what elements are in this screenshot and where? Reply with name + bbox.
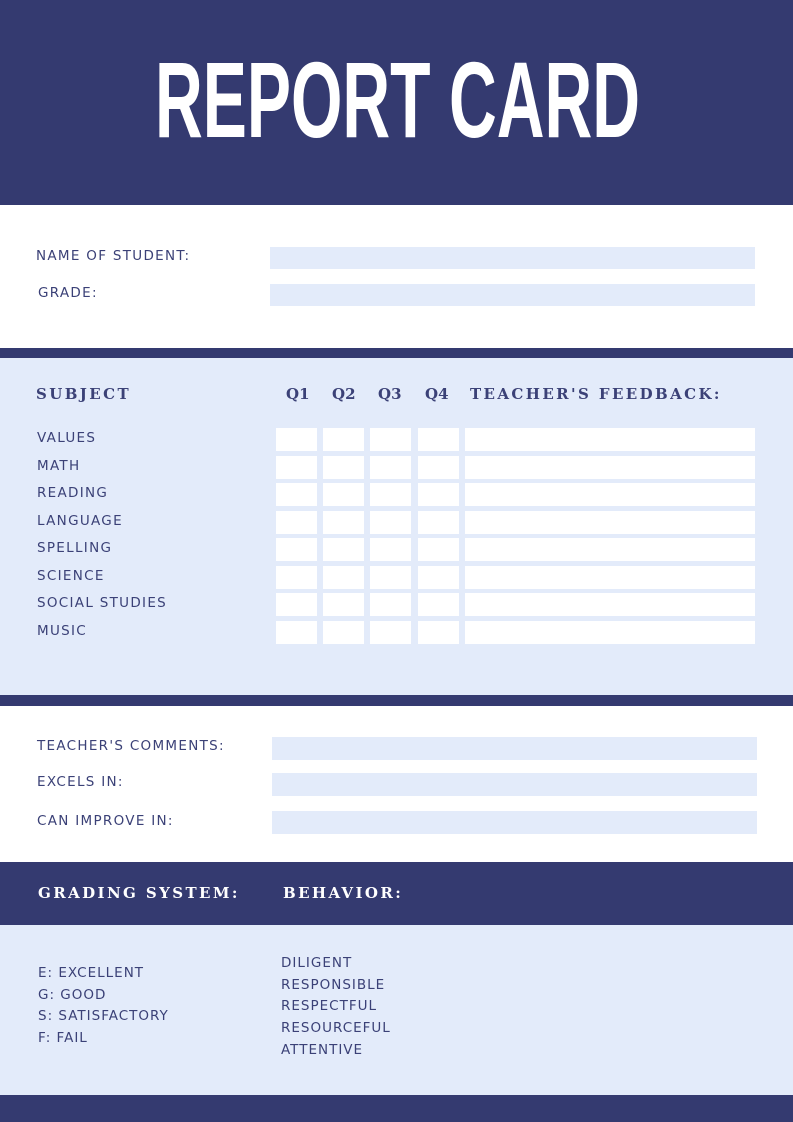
divider [0, 695, 793, 706]
q1-cell[interactable] [276, 428, 317, 451]
q3-cell[interactable] [370, 428, 411, 451]
excels-in-label: EXCELS IN: [37, 774, 124, 790]
q2-header: Q2 [332, 385, 356, 403]
grading-item: E: EXCELLENT [38, 965, 145, 981]
q1-cell[interactable] [276, 455, 317, 479]
legend-section: E: EXCELLENT G: GOOD S: SATISFACTORY F: … [0, 925, 793, 1095]
q3-cell[interactable] [370, 620, 411, 644]
grading-system-title: GRADING SYSTEM: [38, 884, 240, 902]
subject-label: SPELLING [37, 540, 113, 556]
teacher-comments-field[interactable] [272, 737, 757, 760]
q4-cell[interactable] [418, 593, 459, 616]
q4-cell[interactable] [418, 483, 459, 506]
grading-item: F: FAIL [38, 1030, 88, 1047]
feedback-cell[interactable] [465, 483, 755, 506]
q1-header: Q1 [286, 385, 310, 403]
q3-header: Q3 [378, 385, 402, 403]
q2-cell[interactable] [323, 620, 364, 644]
name-field[interactable] [270, 247, 755, 269]
q4-header: Q4 [425, 385, 449, 403]
q4-cell[interactable] [418, 538, 459, 561]
page-title: REPORT CARD [155, 39, 640, 160]
grading-item: G: GOOD [38, 986, 107, 1003]
teacher-comments-label: TEACHER'S COMMENTS: [37, 738, 225, 754]
q1-cell[interactable] [276, 510, 317, 534]
q3-cell[interactable] [370, 483, 411, 506]
grade-label: GRADE: [38, 285, 98, 301]
q1-cell[interactable] [276, 538, 317, 561]
feedback-cell[interactable] [465, 428, 755, 451]
q2-cell[interactable] [323, 428, 364, 451]
feedback-cell[interactable] [465, 510, 755, 534]
q3-cell[interactable] [370, 455, 411, 479]
excels-in-field[interactable] [272, 773, 757, 796]
q1-cell[interactable] [276, 620, 317, 644]
divider [0, 348, 793, 358]
feedback-cell[interactable] [465, 538, 755, 561]
grading-list: E: EXCELLENT G: GOOD S: SATISFACTORY F: … [38, 963, 169, 1050]
header-banner: REPORT CARD [0, 0, 793, 205]
feedback-header: TEACHER'S FEEDBACK: [470, 385, 722, 403]
subject-header: SUBJECT [36, 385, 132, 403]
footer-bar [0, 1095, 793, 1122]
q4-cell[interactable] [418, 565, 459, 589]
behavior-item: ATTENTIVE [281, 1041, 364, 1058]
q2-cell[interactable] [323, 538, 364, 561]
feedback-cell[interactable] [465, 593, 755, 616]
subject-label: MUSIC [37, 622, 88, 639]
subject-label: SCIENCE [37, 567, 105, 584]
q2-cell[interactable] [323, 483, 364, 506]
can-improve-label: CAN IMPROVE IN: [37, 813, 174, 829]
q2-cell[interactable] [323, 510, 364, 534]
subject-label: VALUES [37, 430, 97, 446]
subject-label: LANGUAGE [37, 512, 123, 529]
behavior-item: RESOURCEFUL [281, 1020, 391, 1037]
legend-header-bar: GRADING SYSTEM: BEHAVIOR: [0, 862, 793, 925]
name-label: NAME OF STUDENT: [36, 248, 191, 264]
behavior-item: RESPECTFUL [281, 998, 377, 1015]
feedback-cell[interactable] [465, 455, 755, 479]
title-svg: REPORT CARD [155, 39, 640, 160]
q2-cell[interactable] [323, 593, 364, 616]
q2-cell[interactable] [323, 565, 364, 589]
subject-label: SOCIAL STUDIES [37, 595, 168, 611]
behavior-list: DILIGENT RESPONSIBLE RESPECTFUL RESOURCE… [281, 953, 391, 1062]
grading-item: S: SATISFACTORY [38, 1008, 169, 1025]
q4-cell[interactable] [418, 620, 459, 644]
q2-cell[interactable] [323, 455, 364, 479]
feedback-cell[interactable] [465, 620, 755, 644]
behavior-item: RESPONSIBLE [281, 976, 386, 993]
grade-field[interactable] [270, 284, 755, 306]
behavior-item: DILIGENT [281, 955, 353, 971]
q3-cell[interactable] [370, 510, 411, 534]
q3-cell[interactable] [370, 593, 411, 616]
q4-cell[interactable] [418, 455, 459, 479]
behavior-title: BEHAVIOR: [283, 884, 404, 902]
feedback-cell[interactable] [465, 565, 755, 589]
q3-cell[interactable] [370, 538, 411, 561]
subject-label: MATH [37, 457, 81, 474]
subject-label: READING [37, 485, 109, 501]
q1-cell[interactable] [276, 593, 317, 616]
q3-cell[interactable] [370, 565, 411, 589]
can-improve-field[interactable] [272, 811, 757, 834]
q1-cell[interactable] [276, 483, 317, 506]
q4-cell[interactable] [418, 510, 459, 534]
q4-cell[interactable] [418, 428, 459, 451]
q1-cell[interactable] [276, 565, 317, 589]
